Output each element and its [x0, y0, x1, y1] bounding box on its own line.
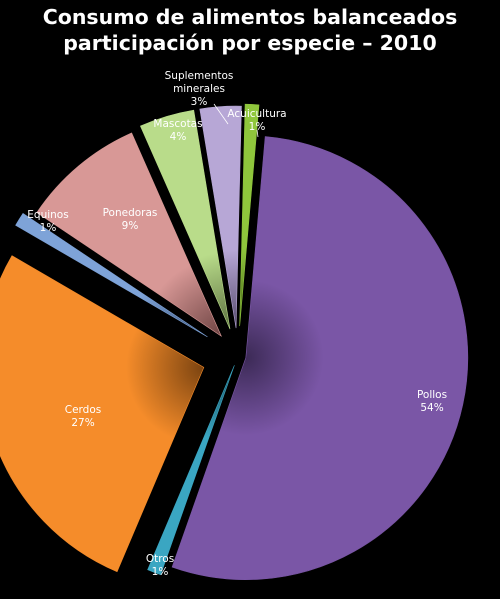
slice-label-pollos: Pollos 54%: [417, 389, 447, 414]
slice-label-ponedoras: Ponedoras 9%: [103, 207, 158, 232]
pie-slice-mascotas: [140, 109, 231, 330]
pie-slice-acuicultura: [239, 103, 260, 327]
slice-label-mascotas: Mascotas 4%: [153, 118, 202, 143]
pie-slice-cerdos: [0, 255, 205, 573]
chart-title-line-1: Consumo de alimentos balanceados: [42, 5, 458, 29]
leader-line-acuicultura: [256, 129, 259, 138]
chart-title: Consumo de alimentos balanceados partici…: [0, 4, 500, 56]
pie-slice-equinos: [15, 213, 208, 338]
slice-label-otros: Otros 1%: [146, 553, 174, 578]
leader-line-suplementos-minerales: [213, 103, 229, 125]
slice-label-suplementos-minerales: Suplementos minerales 3%: [165, 70, 234, 108]
pie-slice-suplementos-minerales: [199, 105, 242, 329]
slice-label-cerdos: Cerdos 27%: [65, 404, 101, 429]
chart-title-line-2: participación por especie – 2010: [63, 31, 437, 55]
pie-slice-pollos: [171, 136, 469, 580]
pie-slice-ponedoras: [36, 132, 222, 337]
slice-label-equinos: Equinos 1%: [27, 209, 68, 234]
pie-slice-otros: [147, 365, 235, 576]
slice-label-acuicultura: Acuicultura 1%: [227, 108, 286, 133]
